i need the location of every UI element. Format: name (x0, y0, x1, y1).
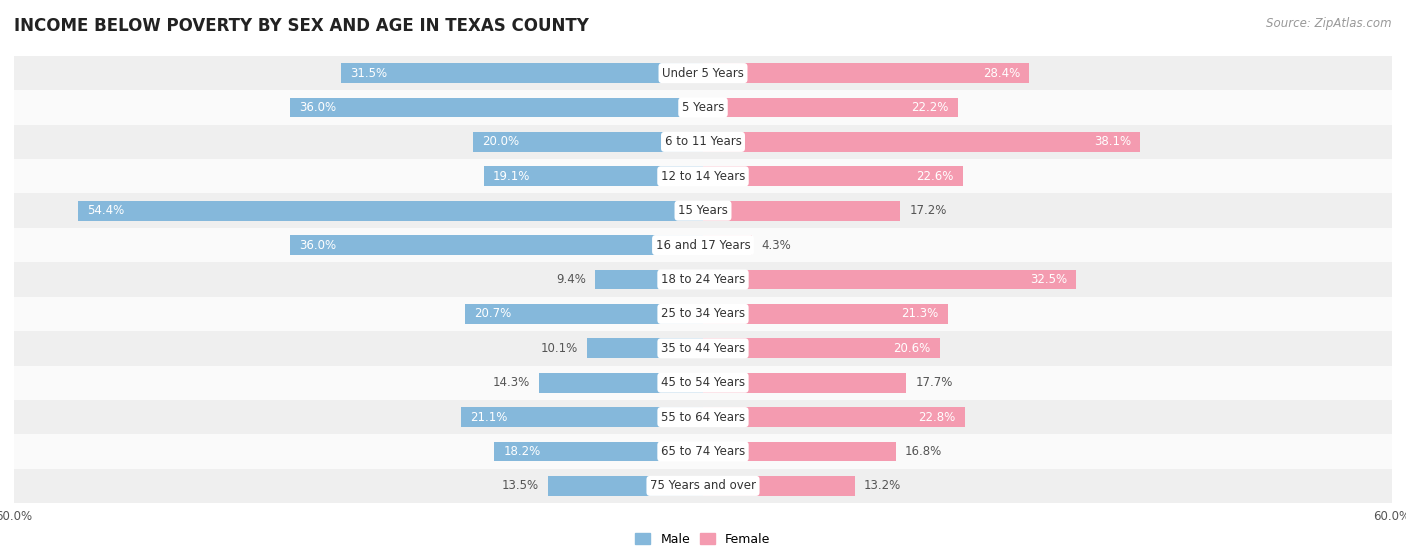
Text: 21.3%: 21.3% (901, 307, 938, 320)
Text: 16 and 17 Years: 16 and 17 Years (655, 239, 751, 252)
Bar (14, 228, 1392, 262)
Bar (548, 476, 703, 496)
Text: 18.2%: 18.2% (503, 445, 540, 458)
Bar (14, 125, 1392, 159)
Bar (703, 201, 900, 221)
Bar (595, 269, 703, 290)
Text: 54.4%: 54.4% (87, 204, 125, 217)
Text: 18 to 24 Years: 18 to 24 Years (661, 273, 745, 286)
Text: 36.0%: 36.0% (299, 101, 336, 114)
Bar (14, 366, 1392, 400)
Text: 20.0%: 20.0% (482, 135, 520, 148)
Text: 20.6%: 20.6% (893, 342, 931, 355)
Bar (14, 91, 1392, 125)
Text: 19.1%: 19.1% (494, 170, 530, 183)
Text: 13.2%: 13.2% (863, 480, 901, 492)
Bar (14, 434, 1392, 468)
Text: 38.1%: 38.1% (1094, 135, 1132, 148)
Text: Under 5 Years: Under 5 Years (662, 67, 744, 79)
Text: 13.5%: 13.5% (502, 480, 538, 492)
Text: 15 Years: 15 Years (678, 204, 728, 217)
Text: 21.1%: 21.1% (470, 411, 508, 424)
Text: 22.2%: 22.2% (911, 101, 949, 114)
Text: 35 to 44 Years: 35 to 44 Years (661, 342, 745, 355)
Bar (703, 476, 855, 496)
Text: 25 to 34 Years: 25 to 34 Years (661, 307, 745, 320)
Bar (703, 97, 957, 117)
Bar (290, 97, 703, 117)
Bar (538, 373, 703, 392)
Bar (703, 132, 1140, 152)
Bar (14, 468, 1392, 503)
Bar (703, 63, 1029, 83)
Text: 6 to 11 Years: 6 to 11 Years (665, 135, 741, 148)
Text: 45 to 54 Years: 45 to 54 Years (661, 376, 745, 389)
Text: 22.6%: 22.6% (915, 170, 953, 183)
Bar (484, 167, 703, 186)
Bar (461, 407, 703, 427)
Legend: Male, Female: Male, Female (630, 528, 776, 551)
Text: 5 Years: 5 Years (682, 101, 724, 114)
Text: INCOME BELOW POVERTY BY SEX AND AGE IN TEXAS COUNTY: INCOME BELOW POVERTY BY SEX AND AGE IN T… (14, 17, 589, 35)
Text: 17.7%: 17.7% (915, 376, 953, 389)
Bar (342, 63, 703, 83)
Text: 55 to 64 Years: 55 to 64 Years (661, 411, 745, 424)
Text: 14.3%: 14.3% (492, 376, 530, 389)
Text: Source: ZipAtlas.com: Source: ZipAtlas.com (1267, 17, 1392, 30)
Bar (703, 269, 1076, 290)
Bar (588, 338, 703, 358)
Bar (14, 297, 1392, 331)
Bar (14, 56, 1392, 91)
Bar (79, 201, 703, 221)
Bar (703, 167, 963, 186)
Text: 75 Years and over: 75 Years and over (650, 480, 756, 492)
Text: 65 to 74 Years: 65 to 74 Years (661, 445, 745, 458)
Text: 9.4%: 9.4% (555, 273, 586, 286)
Text: 28.4%: 28.4% (983, 67, 1019, 79)
Bar (494, 442, 703, 462)
Bar (465, 304, 703, 324)
Bar (703, 338, 939, 358)
Bar (290, 235, 703, 255)
Bar (14, 400, 1392, 434)
Text: 4.3%: 4.3% (762, 239, 792, 252)
Bar (14, 262, 1392, 297)
Text: 20.7%: 20.7% (474, 307, 512, 320)
Text: 22.8%: 22.8% (918, 411, 956, 424)
Bar (14, 331, 1392, 366)
Text: 17.2%: 17.2% (910, 204, 948, 217)
Text: 32.5%: 32.5% (1029, 273, 1067, 286)
Bar (703, 235, 752, 255)
Bar (474, 132, 703, 152)
Bar (703, 407, 965, 427)
Text: 10.1%: 10.1% (540, 342, 578, 355)
Text: 16.8%: 16.8% (905, 445, 942, 458)
Bar (703, 304, 948, 324)
Bar (14, 193, 1392, 228)
Bar (14, 159, 1392, 193)
Bar (703, 373, 907, 392)
Text: 36.0%: 36.0% (299, 239, 336, 252)
Text: 31.5%: 31.5% (350, 67, 388, 79)
Text: 12 to 14 Years: 12 to 14 Years (661, 170, 745, 183)
Bar (703, 442, 896, 462)
